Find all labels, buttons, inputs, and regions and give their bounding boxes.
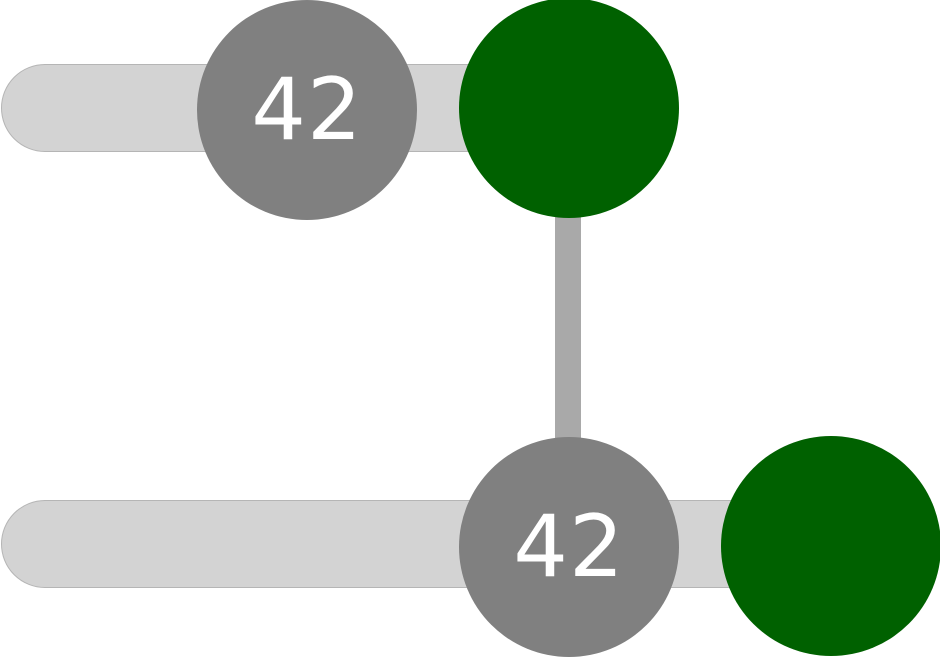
slider-connector-line	[555, 200, 581, 470]
slider-2-value-badge: 42	[459, 437, 679, 657]
slider-2-value-text: 42	[513, 497, 625, 597]
slider-1-handle[interactable]	[459, 0, 679, 218]
slider-1-value-text: 42	[251, 60, 363, 160]
slider-2-handle[interactable]	[721, 436, 940, 656]
slider-1-value-badge: 42	[197, 0, 417, 220]
slider-2-track[interactable]	[1, 500, 801, 588]
